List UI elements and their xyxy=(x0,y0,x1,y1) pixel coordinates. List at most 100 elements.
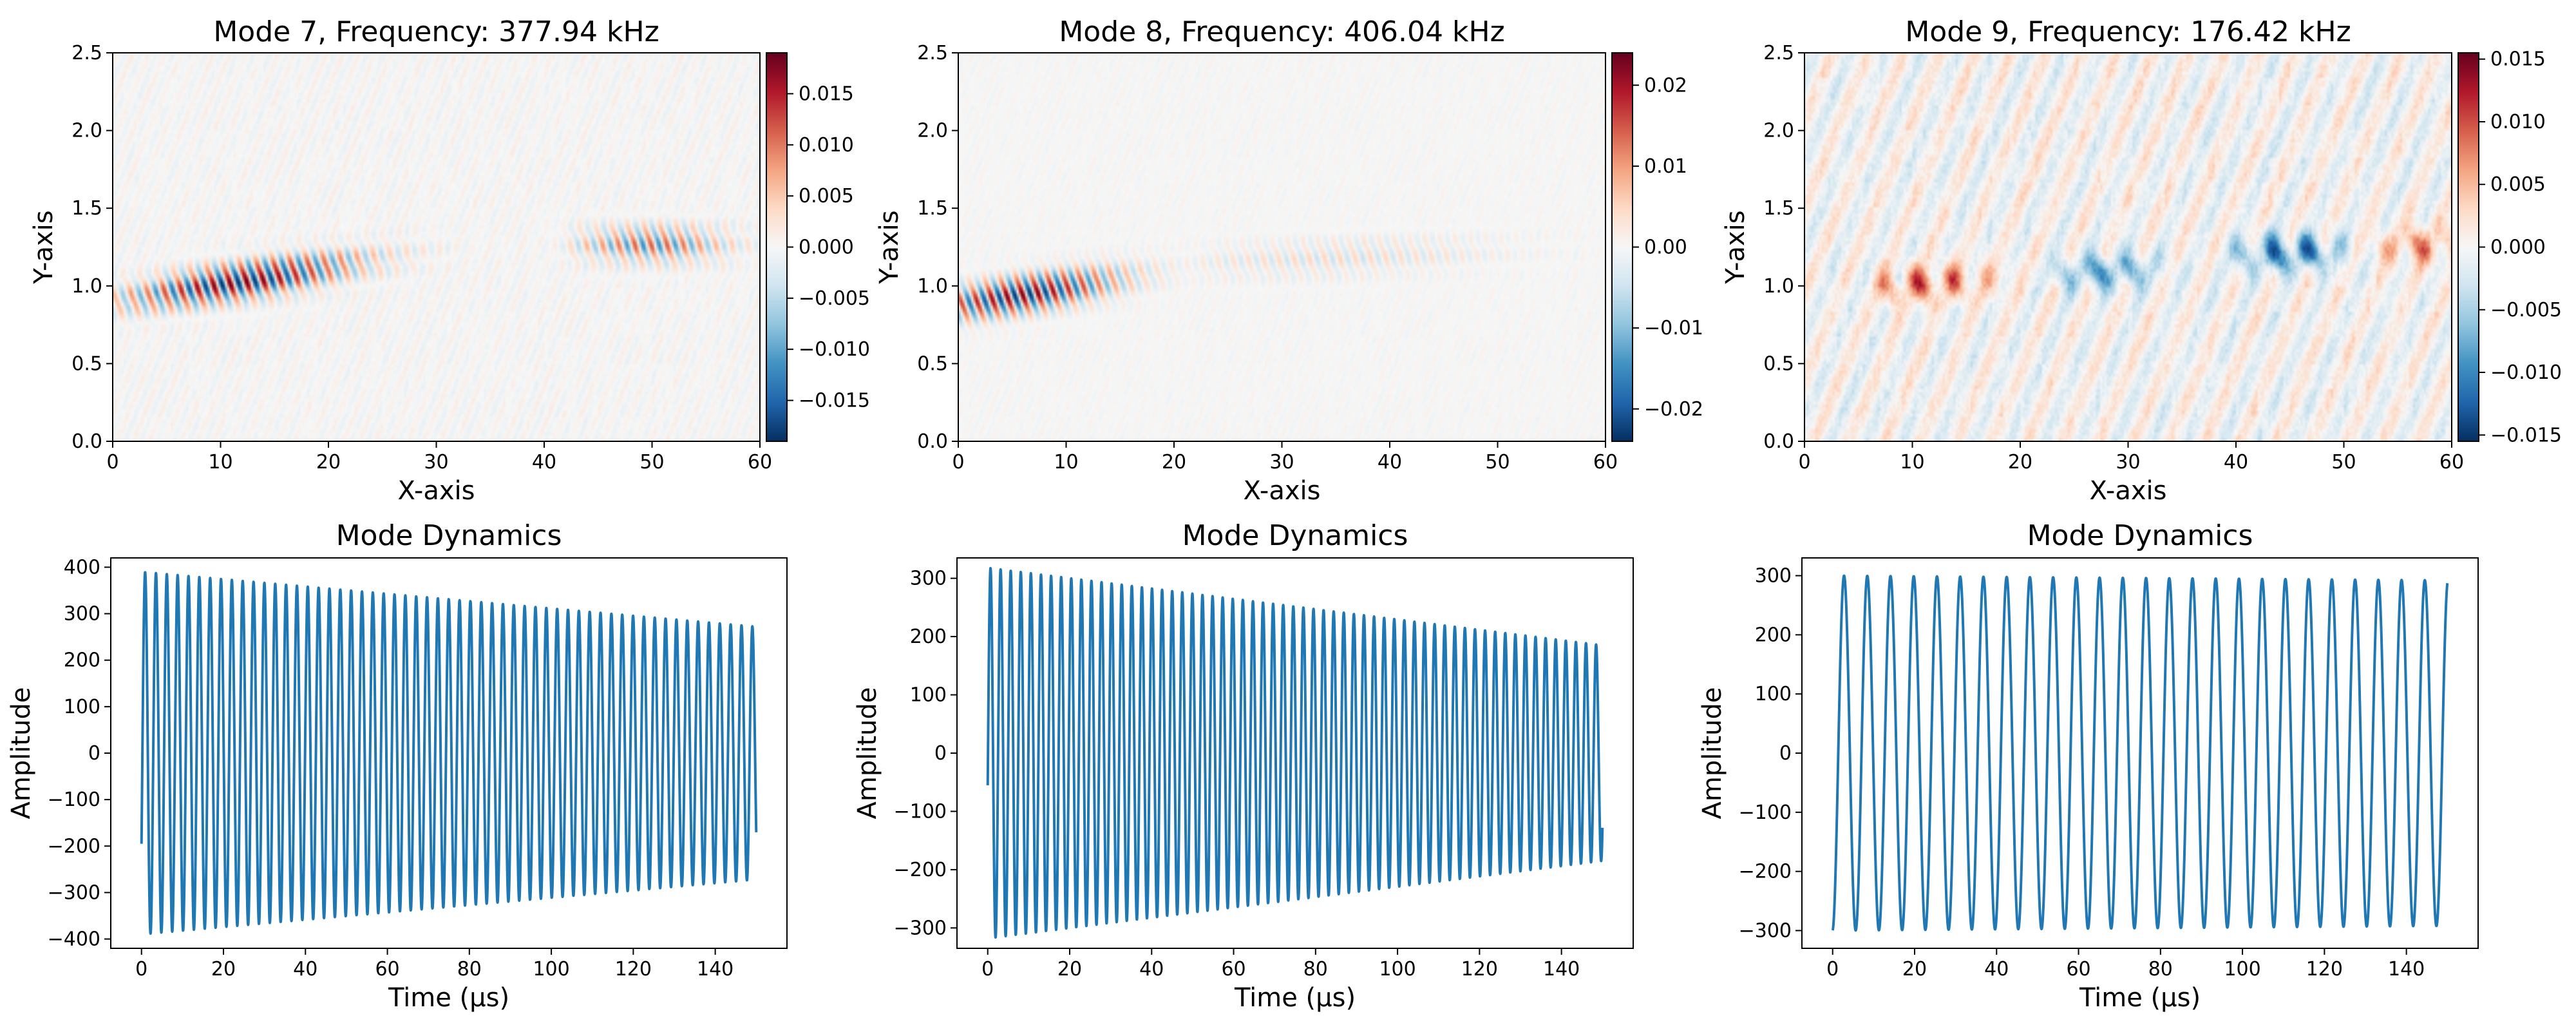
colorbar-tick-label: 0.010 xyxy=(2490,111,2546,133)
x-tick-label: 0 xyxy=(106,451,118,474)
heatmap-image xyxy=(113,53,760,441)
y-tick-label: 2.5 xyxy=(1763,42,1794,64)
x-tick-label: 0 xyxy=(981,958,994,981)
y-tick-label: 200 xyxy=(1755,624,1792,646)
heatmap-panel-9: 0 10 20 30 40 50 60 0.0 0.5 1.0 1.5 2.0 2.5 Mode 9, F… xyxy=(1721,15,2562,506)
colorbar-tick-label: 0.00 xyxy=(1644,236,1687,259)
y-tick-label: −300 xyxy=(894,917,947,939)
x-tick-label: 20 xyxy=(1902,958,1927,981)
x-axis-label: Time (μs) xyxy=(388,983,509,1013)
y-tick-label: −100 xyxy=(894,800,947,823)
y-tick-label: −100 xyxy=(48,789,100,811)
colorbar-tick-label: −0.015 xyxy=(799,390,870,412)
y-tick-label: 100 xyxy=(64,696,100,718)
chart-title: Mode 9, Frequency: 176.42 kHz xyxy=(1905,15,2351,48)
y-tick-label: 0.0 xyxy=(71,430,102,453)
y-tick-label: −200 xyxy=(894,859,947,881)
y-tick-label: 0.5 xyxy=(71,352,102,375)
y-tick-label: 0 xyxy=(1779,742,1792,765)
x-tick-label: 60 xyxy=(375,958,399,981)
chart-title: Mode Dynamics xyxy=(2027,519,2253,552)
colorbar-tick-label: 0.005 xyxy=(2490,173,2546,196)
y-tick-label: 400 xyxy=(64,556,100,579)
colorbar-tick-label: −0.010 xyxy=(2490,361,2562,384)
x-tick-label: 120 xyxy=(2306,958,2343,981)
x-tick-label: 60 xyxy=(748,451,772,474)
x-tick-label: 30 xyxy=(2116,451,2140,474)
amplitude-series-line xyxy=(140,571,758,935)
x-tick-label: 80 xyxy=(457,958,482,981)
y-tick-label: 1.5 xyxy=(917,197,948,220)
x-tick-label: 40 xyxy=(532,451,556,474)
x-tick-label: 20 xyxy=(2008,451,2032,474)
x-tick-label: 120 xyxy=(1461,958,1498,981)
y-tick-label: −100 xyxy=(1739,801,1792,824)
colorbar-tick-label: −0.01 xyxy=(1644,317,1703,340)
amplitude-series-line xyxy=(1831,574,2449,932)
colorbar-tick-label: 0.015 xyxy=(799,82,854,105)
heatmap-panel-7: 0 10 20 30 40 50 60 0.0 0.5 1.0 1.5 2.0 2.5 Mode 7, F… xyxy=(29,15,870,506)
y-axis-label: Amplitude xyxy=(853,687,882,819)
y-tick-label: −200 xyxy=(1739,861,1792,883)
colorbar-tick-label: 0.005 xyxy=(799,185,854,207)
x-tick-label: 10 xyxy=(1900,451,1924,474)
chart-title: Mode 8, Frequency: 406.04 kHz xyxy=(1059,15,1504,48)
y-axis-label: Amplitude xyxy=(6,687,36,819)
x-tick-label: 140 xyxy=(1543,958,1580,981)
x-tick-label: 140 xyxy=(697,958,734,981)
x-tick-label: 80 xyxy=(2148,958,2173,981)
x-tick-label: 0 xyxy=(1826,958,1839,981)
colorbar-tick-label: 0.015 xyxy=(2490,48,2546,71)
x-tick-label: 20 xyxy=(211,958,236,981)
chart-title: Mode Dynamics xyxy=(336,519,562,552)
dynamics-panel-7: 0 20 40 60 80 100 120 140 400 300 200 100 0 −100 −200 −… xyxy=(6,519,788,1013)
x-tick-label: 30 xyxy=(424,451,448,474)
x-tick-label: 140 xyxy=(2388,958,2425,981)
x-tick-label: 60 xyxy=(2066,958,2090,981)
x-axis-label: X-axis xyxy=(1244,476,1321,506)
colorbar-tick-label: −0.015 xyxy=(2490,424,2562,446)
y-tick-label: 0.0 xyxy=(1763,430,1794,453)
y-tick-label: 300 xyxy=(64,603,100,626)
y-tick-label: −400 xyxy=(48,928,100,951)
y-tick-label: 2.0 xyxy=(917,120,948,142)
heatmap-panel-8: 0 10 20 30 40 50 60 0.0 0.5 1.0 1.5 2.0 2.5 Mode 8, F… xyxy=(875,15,1703,506)
x-tick-label: 40 xyxy=(1378,451,1402,474)
y-tick-label: 300 xyxy=(910,568,947,590)
x-tick-label: 50 xyxy=(2331,451,2356,474)
x-tick-label: 120 xyxy=(615,958,652,981)
y-tick-label: 1.5 xyxy=(71,197,102,220)
dynamics-panel-8: 0 20 40 60 80 100 120 140 300 200 100 0 −100 −200 −300… xyxy=(853,519,1634,1013)
y-tick-label: −200 xyxy=(48,835,100,857)
y-axis-label: Y-axis xyxy=(29,210,59,284)
x-tick-label: 20 xyxy=(316,451,341,474)
x-axis-label: Time (μs) xyxy=(1234,983,1356,1013)
amplitude-series-line xyxy=(986,567,1604,939)
y-tick-label: −300 xyxy=(1739,919,1792,942)
y-tick-label: 1.0 xyxy=(1763,275,1794,298)
x-tick-label: 0 xyxy=(952,451,964,474)
y-axis-label: Amplitude xyxy=(1698,687,1727,819)
y-tick-label: 2.0 xyxy=(71,120,102,142)
y-tick-label: 1.0 xyxy=(917,275,948,298)
colorbar-image xyxy=(2458,53,2479,441)
colorbar-tick-label: −0.02 xyxy=(1644,398,1703,421)
x-tick-label: 100 xyxy=(1379,958,1416,981)
y-tick-label: 2.0 xyxy=(1763,120,1794,142)
x-axis-label: Time (μs) xyxy=(2079,983,2201,1013)
x-tick-label: 100 xyxy=(533,958,569,981)
colorbar-tick-label: −0.010 xyxy=(799,338,870,361)
y-tick-label: 1.5 xyxy=(1763,197,1794,220)
y-tick-label: 200 xyxy=(64,649,100,672)
x-tick-label: 10 xyxy=(208,451,232,474)
y-tick-label: 100 xyxy=(910,684,947,707)
y-tick-label: 2.5 xyxy=(917,42,948,64)
x-tick-label: 30 xyxy=(1269,451,1294,474)
x-tick-label: 40 xyxy=(2224,451,2248,474)
y-tick-label: 1.0 xyxy=(71,275,102,298)
colorbar-tick-label: −0.005 xyxy=(799,287,870,310)
x-tick-label: 50 xyxy=(1485,451,1510,474)
colorbar-tick-label: 0.000 xyxy=(799,236,854,259)
